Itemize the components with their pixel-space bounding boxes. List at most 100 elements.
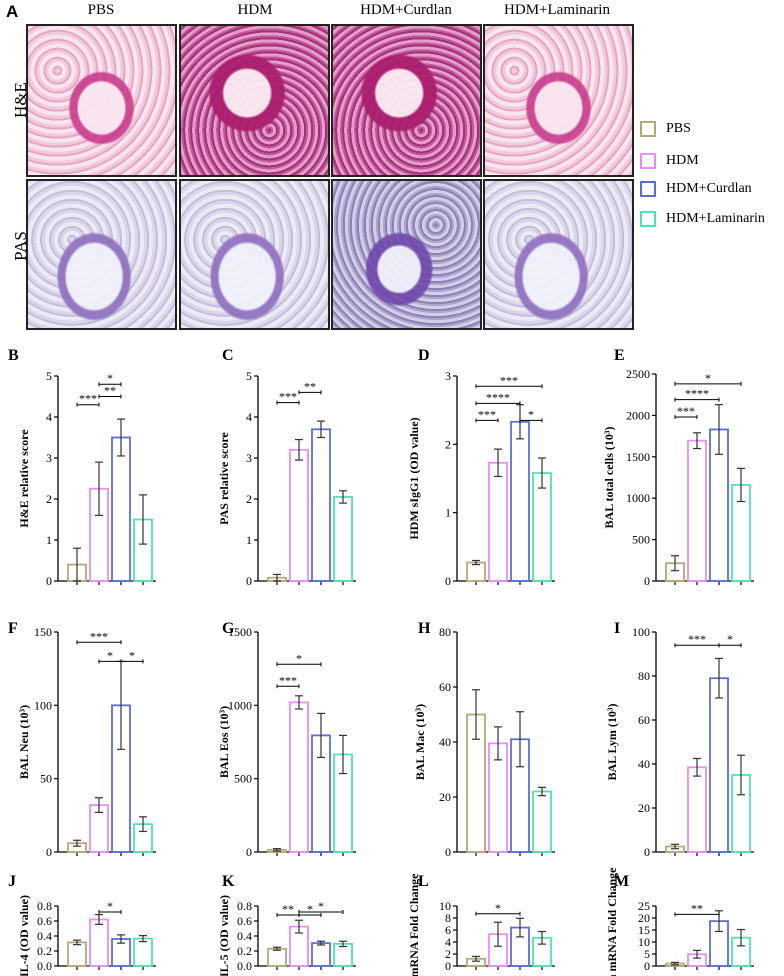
y-tick-label: 1500 <box>626 450 650 464</box>
bar-c-3 <box>333 496 353 582</box>
y-tick-label: 0 <box>644 959 650 973</box>
y-tick-label: 4 <box>445 935 451 949</box>
bar-i-1 <box>687 766 707 853</box>
y-tick-label: 80 <box>439 625 451 639</box>
y-axis-label: Il-17a mRNA Fold Change <box>605 867 619 976</box>
y-axis-label: BAL Neu (10³) <box>17 705 31 779</box>
y-tick-label: 1 <box>445 506 451 520</box>
micrograph-pas-pbs <box>26 179 177 330</box>
bar-i-2 <box>709 677 729 853</box>
y-tick-label: 5 <box>644 947 650 961</box>
y-tick-label: 50 <box>40 772 52 786</box>
panel-letter-c: C <box>222 347 234 364</box>
y-tick-label: 20 <box>638 801 650 815</box>
legend-swatch-hdm <box>640 153 656 169</box>
legend-label-hdm-curdlan: HDM+Curdlan <box>666 181 752 196</box>
y-tick-label: 0.6 <box>37 914 52 928</box>
significance-label: *** <box>478 407 496 421</box>
y-axis-label: IL-5 (OD value) <box>217 895 231 976</box>
y-tick-label: 150 <box>34 625 52 639</box>
panel-letter-e: E <box>614 347 625 364</box>
chart-panel-k: K0.00.20.40.60.8IL-5 (OD value) ** * * <box>217 873 356 976</box>
column-label-hdm-curdlan: HDM+Curdlan <box>360 2 452 18</box>
significance-label: ** <box>691 901 703 915</box>
y-tick-label: 40 <box>638 757 650 771</box>
y-axis-label: BAL Mac (10³) <box>413 704 427 780</box>
legend-swatch-hdm-laminarin <box>640 211 656 227</box>
significance-label: * <box>705 371 711 385</box>
significance-label: *** <box>279 673 297 687</box>
significance-label: **** <box>486 390 510 404</box>
y-tick-label: 0 <box>445 959 451 973</box>
y-tick-label: 2000 <box>626 408 650 422</box>
chart-panel-e: E 0 500 1000 1500 2000 2500 BAL total cells (10… <box>602 347 754 588</box>
y-tick-label: 1000 <box>626 491 650 505</box>
y-tick-label: 0.4 <box>37 929 52 943</box>
legend-item-hdm-curdlan: HDM+Curdlan <box>640 181 752 197</box>
y-tick-label: 1 <box>246 533 252 547</box>
y-axis-label: BAL Eos (10³) <box>217 706 231 778</box>
y-tick-label: 6 <box>445 923 451 937</box>
bar-d-1 <box>488 461 508 582</box>
y-tick-label: 60 <box>638 713 650 727</box>
column-label-hdm-laminarin: HDM+Laminarin <box>504 2 610 18</box>
panel-letter-j: J <box>8 873 16 890</box>
y-tick-label: 0 <box>644 574 650 588</box>
bar-e-1 <box>687 439 707 582</box>
panel-letter-b: B <box>8 347 19 364</box>
micrograph-pas-hdm-curdlan <box>331 179 482 330</box>
y-tick-label: 3 <box>246 451 252 465</box>
bar-b-2 <box>111 436 131 582</box>
micrograph-pas-hdm <box>179 179 330 330</box>
significance-label: * <box>107 371 113 385</box>
y-tick-label: 3 <box>46 451 52 465</box>
y-tick-label: 80 <box>638 669 650 683</box>
legend-item-pbs: PBS <box>640 121 691 137</box>
bar-c-1 <box>289 448 309 582</box>
panel-letter-f: F <box>8 620 18 637</box>
legend-swatch-pbs <box>640 121 656 137</box>
y-tick-label: 40 <box>439 735 451 749</box>
significance-label: *** <box>79 392 97 406</box>
y-tick-label: 500 <box>632 533 650 547</box>
micrograph-he-hdm-curdlan <box>331 24 482 177</box>
y-tick-label: 2 <box>445 947 451 961</box>
significance-label: ** <box>104 384 116 398</box>
legend-item-hdm: HDM <box>640 153 699 169</box>
y-tick-label: 0 <box>46 845 52 859</box>
y-axis-label: IL-4 (OD value) <box>17 895 31 976</box>
y-tick-label: 0.2 <box>37 944 52 958</box>
panel-letter-k: K <box>222 873 235 890</box>
panel-letter-m: M <box>614 873 629 890</box>
y-tick-label: 2 <box>246 492 252 506</box>
bar-d-2 <box>510 420 530 582</box>
y-tick-label: 0 <box>644 845 650 859</box>
y-axis-label: BAL total cells (10³) <box>602 427 616 529</box>
y-tick-label: 60 <box>439 680 451 694</box>
y-tick-label: 0 <box>445 574 451 588</box>
significance-label: *** <box>500 373 518 387</box>
micrograph-he-hdm-laminarin <box>483 24 634 177</box>
significance-label: * <box>107 899 113 913</box>
significance-label: * <box>107 648 113 662</box>
significance-label: * <box>495 901 501 915</box>
y-tick-label: 1500 <box>228 625 252 639</box>
y-tick-label: 100 <box>632 625 650 639</box>
y-tick-label: 4 <box>46 410 52 424</box>
significance-label: **** <box>685 387 709 401</box>
y-axis-label: H&E relative score <box>17 429 31 528</box>
y-tick-label: 4 <box>246 410 252 424</box>
significance-label: *** <box>90 629 108 643</box>
y-axis-label: PAS relative score <box>217 432 231 525</box>
y-axis-label: HDM sIgG1 (OD value) <box>407 417 421 539</box>
chart-panel-h: H 0 20 40 60 80 BAL Mac (10³) <box>413 620 555 859</box>
significance-label: *** <box>279 390 297 404</box>
bar-g-1 <box>289 701 309 853</box>
legend-label-hdm: HDM <box>666 153 699 168</box>
